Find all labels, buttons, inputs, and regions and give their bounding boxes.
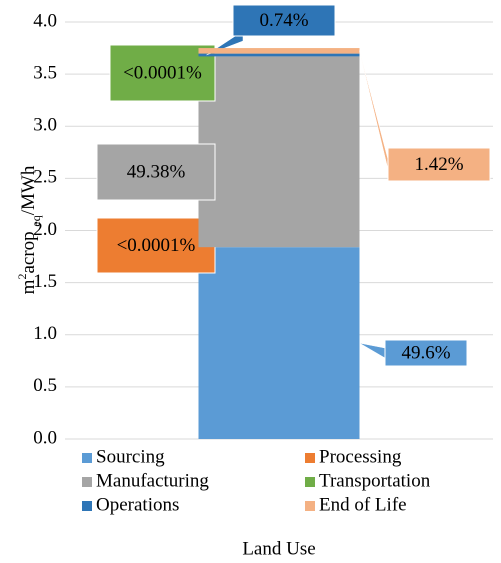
y-tick-label: 0.5 [33, 375, 57, 396]
data-label: <0.0001% [123, 62, 202, 83]
bar-segment [198, 48, 360, 54]
legend-label: Sourcing [96, 446, 165, 467]
legend-swatch [305, 453, 315, 463]
legend-swatch [82, 501, 92, 511]
callout-box [96, 217, 216, 274]
legend-swatch [305, 477, 315, 487]
y-tick-label: 2.0 [33, 219, 57, 240]
legend-swatch [82, 453, 92, 463]
y-tick-label: 4.0 [33, 10, 57, 31]
y-tick-label: 2.5 [33, 167, 57, 188]
legend-label: Processing [319, 446, 402, 467]
bar-segment [198, 247, 360, 439]
y-tick-label: 3.5 [33, 62, 57, 83]
legend-swatch [82, 477, 92, 487]
y-label-part: m [18, 279, 39, 294]
callout-box [384, 339, 468, 367]
callout-box [109, 44, 216, 102]
data-label: 0.74% [259, 10, 308, 31]
y-label-part: 2 [15, 274, 29, 280]
callout-box [387, 147, 491, 182]
data-label: <0.0001% [117, 235, 196, 256]
legend-label: Operations [96, 494, 179, 515]
legend-label: Transportation [319, 470, 431, 491]
legend-label: End of Life [319, 494, 407, 515]
data-label: 49.6% [401, 342, 450, 363]
y-label-part: eq [29, 215, 43, 226]
bar-segment [198, 56, 360, 248]
legend-swatch [305, 501, 315, 511]
callout-pointer [359, 50, 389, 170]
bar-segment [198, 53, 360, 57]
y-tick-label: 0.0 [33, 427, 57, 448]
x-category-label: Land Use [242, 538, 315, 559]
callout-box [96, 143, 216, 201]
y-label-part: /MWh [18, 165, 39, 215]
data-label: 49.38% [127, 161, 186, 182]
y-tick-label: 3.0 [33, 115, 57, 136]
callout-box [232, 4, 336, 37]
y-axis-label: m2acrop eq/MWh [15, 165, 43, 294]
data-label: 1.42% [414, 154, 463, 175]
legend-label: Manufacturing [96, 470, 209, 491]
callout-pointer [359, 342, 386, 359]
y-tick-label: 1.0 [33, 323, 57, 344]
y-label-part: acrop [18, 227, 39, 274]
y-tick-label: 1.5 [33, 271, 57, 292]
